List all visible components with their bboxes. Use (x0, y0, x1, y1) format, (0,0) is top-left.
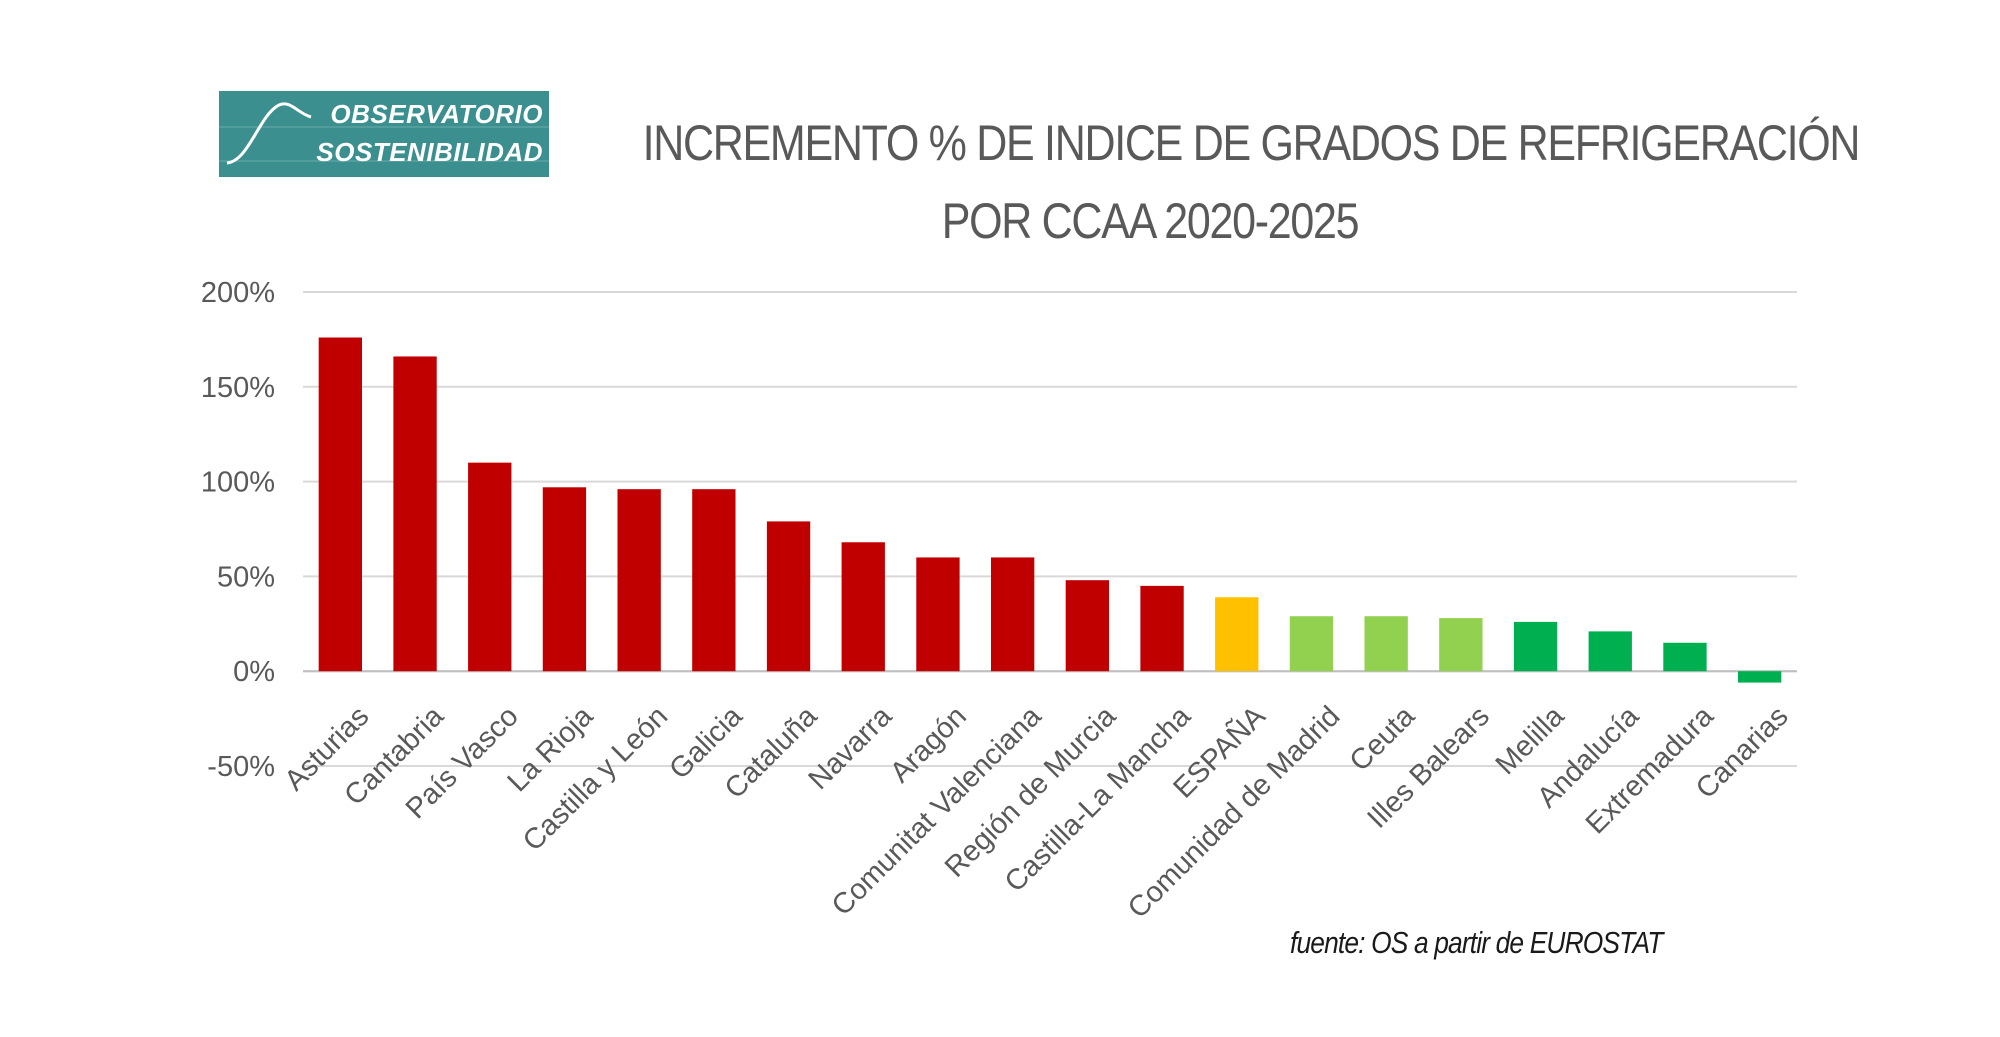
logo-line-1: OBSERVATORIO (330, 99, 543, 129)
bar (1364, 616, 1408, 672)
chart-title-line-2: POR CCAA 2020-2025 (941, 193, 1360, 249)
bar (1663, 642, 1707, 672)
x-tick-label: Navarra (803, 700, 899, 796)
y-tick-label: 100% (201, 467, 275, 499)
bar (1215, 597, 1259, 672)
y-tick-label: 200% (201, 277, 275, 309)
bar (841, 542, 885, 672)
source-note: fuente: OS a partir de EUROSTAT (1290, 925, 1663, 960)
y-tick-label: 150% (201, 372, 275, 404)
bar (692, 489, 736, 672)
bar (1439, 618, 1483, 672)
y-tick-label: -50% (207, 751, 275, 783)
bar (542, 487, 587, 672)
bar (468, 462, 512, 672)
bar (318, 337, 363, 672)
y-tick-label: 0% (233, 656, 275, 688)
bar (1588, 631, 1632, 672)
bar (1289, 616, 1334, 672)
bar (990, 557, 1035, 672)
logo-curve-icon (219, 102, 549, 165)
y-tick-label: 50% (217, 561, 275, 593)
logo-line-2: SOSTENIBILIDAD (316, 137, 543, 167)
bar (617, 489, 661, 672)
bar (1065, 580, 1110, 672)
bar (1513, 621, 1558, 672)
bar (1737, 671, 1782, 683)
bar (1140, 585, 1184, 672)
observatorio-logo: OBSERVATORIO SOSTENIBILIDAD (219, 91, 549, 177)
bar (916, 557, 960, 672)
bar (766, 521, 811, 672)
bar (393, 356, 437, 672)
